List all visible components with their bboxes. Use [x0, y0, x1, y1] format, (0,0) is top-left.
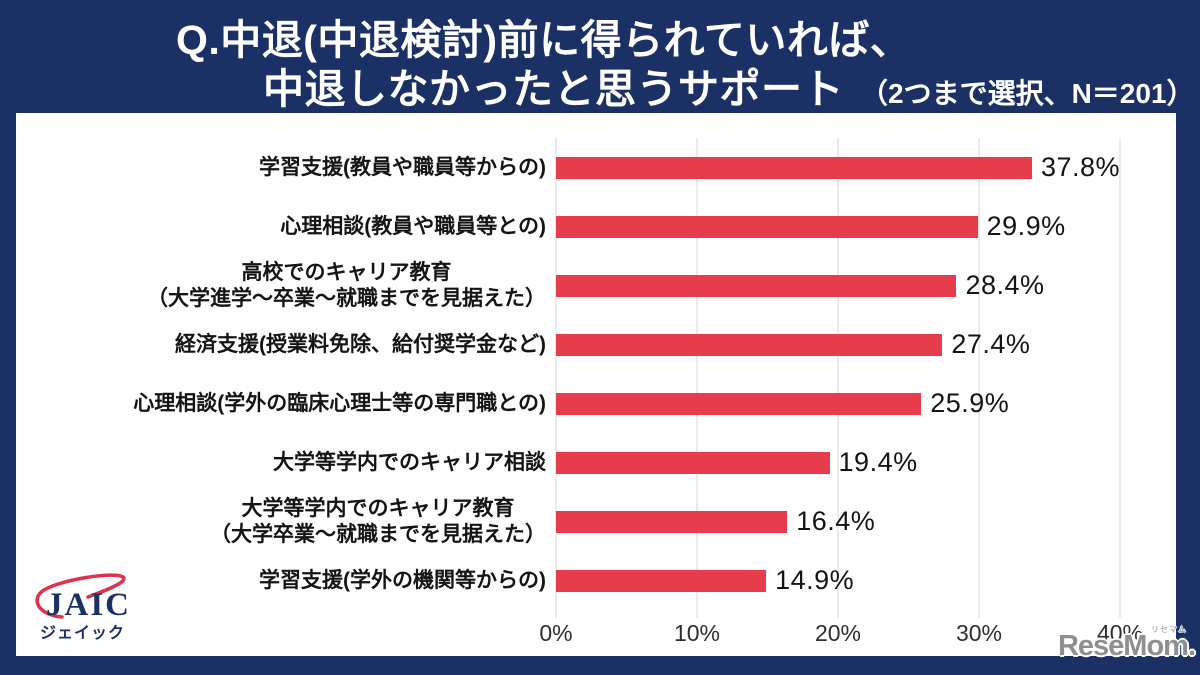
x-tick-label: 20%: [814, 620, 862, 646]
bar: [556, 333, 943, 356]
category-label-cell: 大学等学内でのキャリア教育 （大学卒業～就職までを見据えた）: [16, 496, 556, 547]
bar-row: 経済支援(授業料免除、給付奨学金など) 27.4%: [16, 315, 1120, 374]
category-label: 大学等学内でのキャリア相談: [273, 450, 546, 474]
bar-cell: 19.4%: [556, 447, 1120, 478]
bar-rows: 学習支援(教員や職員等からの) 37.8% 心理相談(教員や職員等との) 29.9% 高…: [16, 138, 1120, 610]
x-tick-label: 10%: [673, 620, 721, 646]
category-label: 高校でのキャリア教育 （大学進学～卒業～就職までを見据えた）: [147, 260, 546, 310]
title-note: （2つまで選択、N＝201）: [860, 78, 1195, 109]
category-label: 心理相談(教員や職員等との): [280, 214, 546, 238]
value-label: 37.8%: [1040, 152, 1120, 182]
bar-cell: 27.4%: [556, 329, 1120, 360]
bar-row: 学習支援(学外の機関等からの) 14.9%: [16, 551, 1120, 610]
gridlines: [555, 138, 1121, 618]
jaic-logo-graphic: JAIC ジェイック: [35, 573, 131, 642]
gridline: [696, 138, 698, 618]
value-label: 29.9%: [986, 211, 1066, 241]
jaic-logo: JAIC ジェイック: [28, 571, 178, 649]
category-label-cell: 高校でのキャリア教育 （大学進学～卒業～就職までを見据えた）: [16, 260, 556, 311]
category-label: 学習支援(教員や職員等からの): [259, 155, 546, 179]
category-label: 心理相談(学外の臨床心理士等の専門職との): [133, 391, 546, 415]
bar: [556, 569, 767, 592]
bar-row: 心理相談(教員や職員等との) 29.9%: [16, 197, 1120, 256]
category-label-cell: 大学等学内でのキャリア相談: [16, 450, 556, 476]
chart-panel: 学習支援(教員や職員等からの) 37.8% 心理相談(教員や職員等との) 29.9% 高…: [16, 113, 1176, 656]
title-line-2: 中退しなかったと思うサポート （2つまで選択、N＝201）: [263, 55, 1195, 115]
bar-cell: 25.9%: [556, 388, 1120, 419]
gridline: [837, 138, 839, 618]
resemom-watermark: リセマム ReseMom.: [1057, 625, 1196, 663]
category-label: 経済支援(授業料免除、給付奨学金など): [175, 332, 546, 356]
bar: [556, 451, 830, 474]
watermark-ruby: リセマム: [1151, 625, 1187, 634]
value-label: 28.4%: [965, 270, 1045, 300]
bar-row: 心理相談(学外の臨床心理士等の専門職との) 25.9%: [16, 374, 1120, 433]
bar-cell: 37.8%: [556, 152, 1120, 183]
bar-row: 学習支援(教員や職員等からの) 37.8%: [16, 138, 1120, 197]
bar: [556, 215, 978, 238]
value-label: 14.9%: [775, 565, 855, 595]
value-label: 19.4%: [838, 447, 918, 477]
bar-cell: 16.4%: [556, 506, 1120, 537]
x-axis: 0% 10% 20% 30% 40%: [539, 620, 1143, 650]
value-label: 27.4%: [951, 329, 1031, 359]
title-line-1: Q.中退(中退検討)前に得られていれば、: [176, 17, 912, 63]
gridline: [978, 138, 980, 618]
bar-cell: 14.9%: [556, 565, 1120, 596]
watermark-text: ReseMom.: [1057, 630, 1196, 662]
bar: [556, 510, 788, 533]
category-label-cell: 経済支援(授業料免除、給付奨学金など): [16, 332, 556, 358]
bar-row: 高校でのキャリア教育 （大学進学～卒業～就職までを見据えた） 28.4%: [16, 256, 1120, 315]
value-label: 25.9%: [930, 388, 1010, 418]
gridline: [555, 138, 557, 618]
bar-cell: 28.4%: [556, 270, 1120, 301]
title-line-2-text: 中退しなかったと思うサポート: [263, 66, 844, 112]
bar: [556, 156, 1032, 179]
category-label-cell: 心理相談(教員や職員等との): [16, 214, 556, 240]
x-tick-label: 40%: [1096, 620, 1144, 646]
gridline: [1119, 138, 1121, 618]
category-label-cell: 心理相談(学外の臨床心理士等の専門職との): [16, 391, 556, 417]
bar: [556, 392, 922, 415]
x-tick-label: 0%: [539, 620, 573, 646]
category-label-cell: 学習支援(教員や職員等からの): [16, 155, 556, 181]
value-label: 16.4%: [796, 506, 876, 536]
bar-cell: 29.9%: [556, 211, 1120, 242]
bar: [556, 274, 957, 297]
bar-row: 大学等学内でのキャリア相談 19.4%: [16, 433, 1120, 492]
category-label: 学習支援(学外の機関等からの): [259, 568, 546, 592]
category-label: 大学等学内でのキャリア教育 （大学卒業～就職までを見据えた）: [210, 496, 546, 546]
jaic-logo-text: JAIC: [46, 587, 131, 623]
chart-title: Q.中退(中退検討)前に得られていれば、 中退しなかったと思うサポート （2つま…: [0, 0, 1200, 113]
jaic-logo-subtext: ジェイック: [40, 624, 125, 642]
x-tick-label: 30%: [955, 620, 1003, 646]
category-label-cell: 学習支援(学外の機関等からの): [16, 568, 556, 594]
jaic-logo-swoosh: [35, 573, 126, 619]
bar-row: 大学等学内でのキャリア教育 （大学卒業～就職までを見据えた） 16.4%: [16, 492, 1120, 551]
